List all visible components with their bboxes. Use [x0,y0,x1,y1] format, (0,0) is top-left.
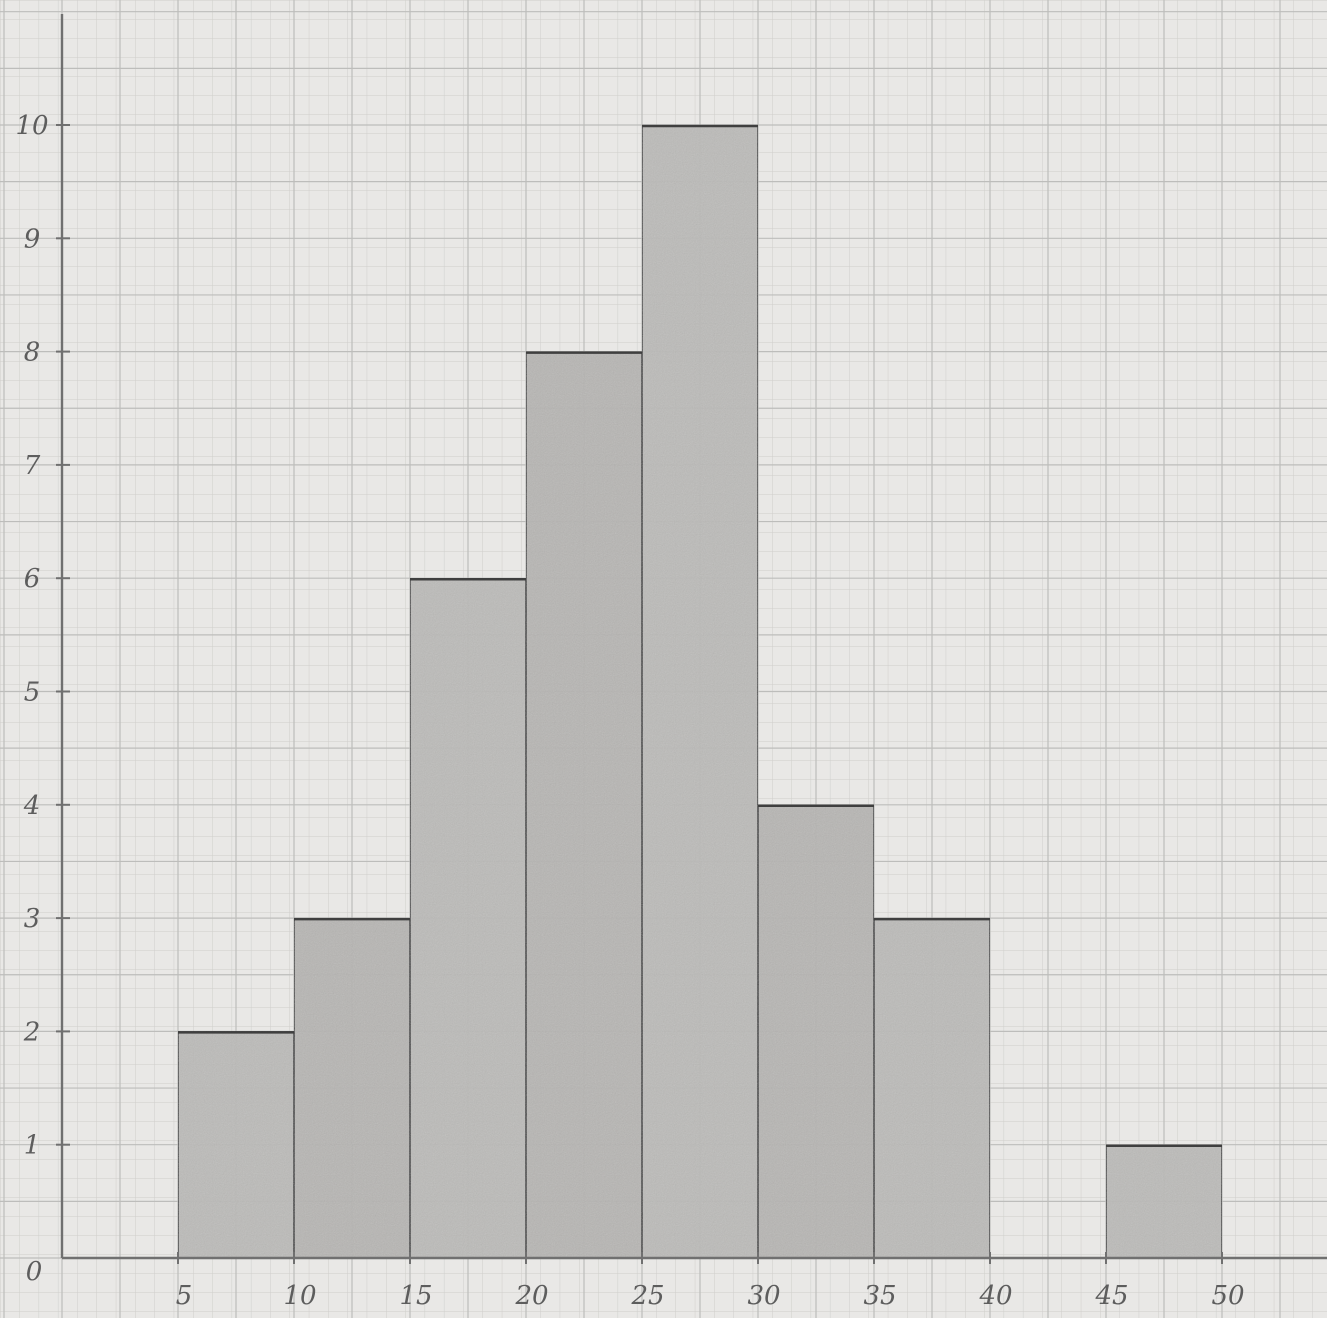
histogram-bar-35-40 [873,917,991,1259]
x-tick-label: 45 [1094,1281,1128,1311]
histogram-bar-5-10 [177,1030,295,1260]
y-tick-label: 6 [24,564,41,594]
x-tick-label: 35 [863,1281,896,1311]
histogram-bar-45-50 [1105,1143,1223,1259]
histogram-bar-25-30 [641,124,759,1259]
x-tick-label: 50 [1211,1281,1244,1311]
y-tick-label: 3 [24,904,41,934]
y-tick-label: 0 [26,1257,43,1287]
y-tick-label: 1 [24,1131,41,1161]
x-tick-label: 40 [978,1281,1012,1311]
histogram-bar-10-15 [293,917,411,1259]
x-tick-label: 15 [399,1281,432,1311]
x-tick-label: 10 [283,1281,316,1311]
y-tick-label: 10 [15,111,48,141]
x-tick-label: 5 [176,1281,193,1311]
y-tick-label: 7 [24,451,41,481]
histogram-bar-30-35 [757,803,875,1259]
y-tick-label: 5 [24,678,41,708]
y-tick-label: 9 [24,224,41,254]
axes [60,14,1327,1260]
x-axis-ticks: 5 10 15 20 25 30 35 40 45 50 [176,1252,1245,1311]
y-tick-label: 4 [23,791,41,821]
y-tick-label: 8 [24,338,41,368]
y-tick-label: 2 [23,1017,41,1047]
y-axis-ticks: 0 1 2 3 4 5 6 7 8 9 10 [15,111,70,1287]
x-tick-label: 30 [747,1281,780,1311]
histogram-bars [177,124,1223,1260]
histogram-bar-15-20 [409,577,527,1259]
x-tick-label: 20 [514,1281,548,1311]
histogram-bar-20-25 [525,350,643,1260]
x-tick-label: 25 [630,1281,664,1311]
